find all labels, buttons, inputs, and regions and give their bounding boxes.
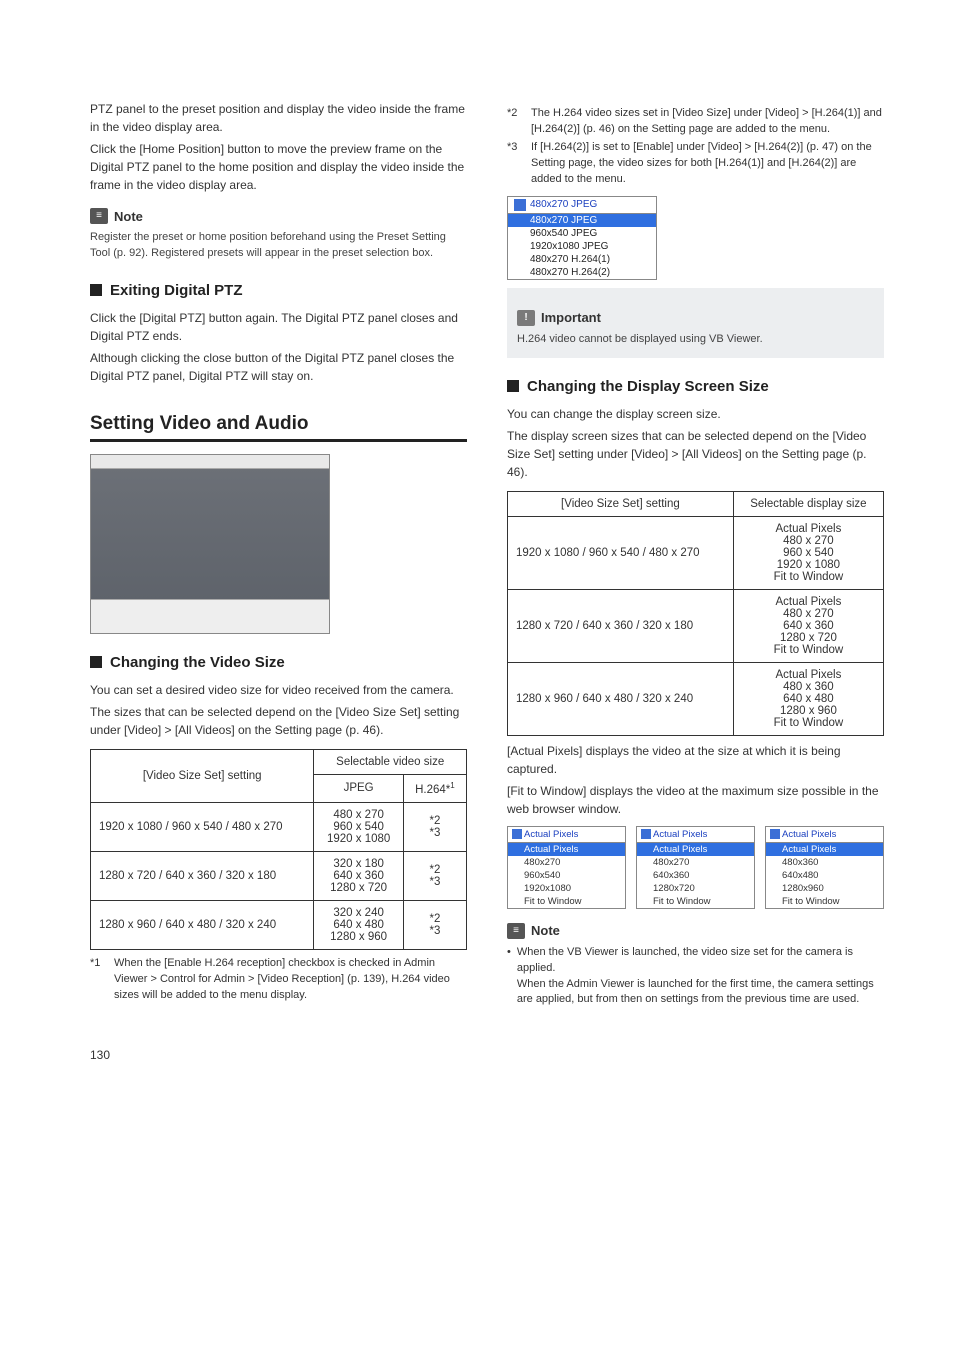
note-label-2: Note <box>531 923 560 938</box>
intro-paragraph-1: PTZ panel to the preset position and dis… <box>90 100 467 136</box>
after-paragraph-1: [Actual Pixels] displays the video at th… <box>507 742 884 778</box>
th-setting-2: [Video Size Set] setting <box>508 491 734 516</box>
table-cell-h264: *2*3 <box>403 802 466 851</box>
intro-paragraph-2: Click the [Home Position] button to move… <box>90 140 467 194</box>
dropdown-option: 1280x720 <box>637 882 754 895</box>
important-text: H.264 video cannot be displayed using VB… <box>517 332 874 348</box>
heading-changing-video-size: Changing the Video Size <box>90 654 467 671</box>
note-list: When the VB Viewer is launched, the vide… <box>507 945 884 1009</box>
dropdown-option: 480x360 <box>766 856 883 869</box>
important-block: ! Important H.264 video cannot be displa… <box>507 288 884 358</box>
dropdown-selected: Actual Pixels <box>766 827 883 843</box>
note-heading: ≡ Note <box>90 208 467 224</box>
th-selectable: Selectable video size <box>314 749 467 774</box>
dropdown-option: 640x360 <box>637 869 754 882</box>
footnotes-left: *1When the [Enable H.264 reception] chec… <box>90 956 467 1004</box>
note-icon: ≡ <box>90 208 108 224</box>
display-dropdown: Actual PixelsActual Pixels480x270960x540… <box>507 826 626 909</box>
dropdown-selected: Actual Pixels <box>508 827 625 843</box>
dropdown-highlight: Actual Pixels <box>637 843 754 856</box>
video-size-dropdown: 480x270 JPEG 480x270 JPEG 960x540 JPEG19… <box>507 196 657 280</box>
right-column: *2The H.264 video sizes set in [Video Si… <box>507 100 884 1008</box>
dropdown-option: Fit to Window <box>508 895 625 908</box>
square-bullet-icon <box>507 380 519 392</box>
table-cell-display: Actual Pixels480 x 360640 x 4801280 x 96… <box>733 662 883 735</box>
disp-paragraph-1: You can change the display screen size. <box>507 405 884 423</box>
dropdown-option: 960x540 JPEG <box>508 227 656 240</box>
th-jpeg: JPEG <box>314 774 403 802</box>
display-dropdown: Actual PixelsActual Pixels480x360640x480… <box>765 826 884 909</box>
dropdown-option: 480x270 <box>508 856 625 869</box>
dropdown-selected: Actual Pixels <box>637 827 754 843</box>
table-cell-display: Actual Pixels480 x 270960 x 5401920 x 10… <box>733 516 883 589</box>
table-cell-jpeg: 320 x 240640 x 4801280 x 960 <box>314 900 403 949</box>
exit-paragraph-2: Although clicking the close button of th… <box>90 349 467 385</box>
note-body: Register the preset or home position bef… <box>90 230 467 262</box>
dropdown-option: 960x540 <box>508 869 625 882</box>
table-cell-setting: 1280 x 960 / 640 x 480 / 320 x 240 <box>91 900 314 949</box>
table-cell-jpeg: 320 x 180640 x 3601280 x 720 <box>314 851 403 900</box>
dropdown-option: Fit to Window <box>766 895 883 908</box>
left-column: PTZ panel to the preset position and dis… <box>90 100 467 1008</box>
square-bullet-icon <box>90 284 102 296</box>
table-cell-h264: *2*3 <box>403 851 466 900</box>
dropdown-option: 480x270 H.264(2) <box>508 266 656 279</box>
th-selectable-2: Selectable display size <box>733 491 883 516</box>
dropdown-option: 1920x1080 JPEG <box>508 240 656 253</box>
note-label: Note <box>114 209 143 224</box>
exit-paragraph-1: Click the [Digital PTZ] button again. Th… <box>90 309 467 345</box>
important-icon: ! <box>517 310 535 326</box>
display-size-dropdown-triple: Actual PixelsActual Pixels480x270960x540… <box>507 826 884 909</box>
important-label: Important <box>541 310 601 325</box>
heading-changing-display-size: Changing the Display Screen Size <box>507 378 884 395</box>
dropdown-option: 1920x1080 <box>508 882 625 895</box>
table-cell-jpeg: 480 x 270960 x 5401920 x 1080 <box>314 802 403 851</box>
dropdown-option: 480x270 H.264(1) <box>508 253 656 266</box>
square-bullet-icon <box>90 656 102 668</box>
note-heading-2: ≡ Note <box>507 923 884 939</box>
dropdown-highlight: 480x270 JPEG <box>508 214 656 227</box>
note-bullet: When the VB Viewer is launched, the vide… <box>517 945 884 1009</box>
table-cell-setting: 1280 x 720 / 640 x 360 / 320 x 180 <box>508 589 734 662</box>
footnotes-right: *2The H.264 video sizes set in [Video Si… <box>507 106 884 188</box>
table-cell-h264: *2*3 <box>403 900 466 949</box>
table-cell-setting: 1920 x 1080 / 960 x 540 / 480 x 270 <box>91 802 314 851</box>
cv-paragraph-2: The sizes that can be selected depend on… <box>90 703 467 739</box>
dropdown-selected: 480x270 JPEG <box>508 197 656 214</box>
table-cell-display: Actual Pixels480 x 270640 x 3601280 x 72… <box>733 589 883 662</box>
table-cell-setting: 1280 x 960 / 640 x 480 / 320 x 240 <box>508 662 734 735</box>
dropdown-highlight: Actual Pixels <box>766 843 883 856</box>
dropdown-option: Fit to Window <box>637 895 754 908</box>
th-h264: H.264*1 <box>403 774 466 802</box>
display-size-table: [Video Size Set] setting Selectable disp… <box>507 491 884 736</box>
th-setting: [Video Size Set] setting <box>91 749 314 802</box>
cv-paragraph-1: You can set a desired video size for vid… <box>90 681 467 699</box>
dropdown-option: 1280x960 <box>766 882 883 895</box>
dropdown-option: 640x480 <box>766 869 883 882</box>
dropdown-highlight: Actual Pixels <box>508 843 625 856</box>
video-size-table: [Video Size Set] setting Selectable vide… <box>90 749 467 950</box>
table-cell-setting: 1280 x 720 / 640 x 360 / 320 x 180 <box>91 851 314 900</box>
after-paragraph-2: [Fit to Window] displays the video at th… <box>507 782 884 818</box>
display-dropdown: Actual PixelsActual Pixels480x270640x360… <box>636 826 755 909</box>
table-cell-setting: 1920 x 1080 / 960 x 540 / 480 x 270 <box>508 516 734 589</box>
viewer-screenshot <box>90 454 330 634</box>
heading-exiting-digital-ptz: Exiting Digital PTZ <box>90 282 467 299</box>
dropdown-option: 480x270 <box>637 856 754 869</box>
heading-setting-video-audio: Setting Video and Audio <box>90 413 467 442</box>
page-number: 130 <box>90 1048 884 1062</box>
disp-paragraph-2: The display screen sizes that can be sel… <box>507 427 884 481</box>
note-icon: ≡ <box>507 923 525 939</box>
